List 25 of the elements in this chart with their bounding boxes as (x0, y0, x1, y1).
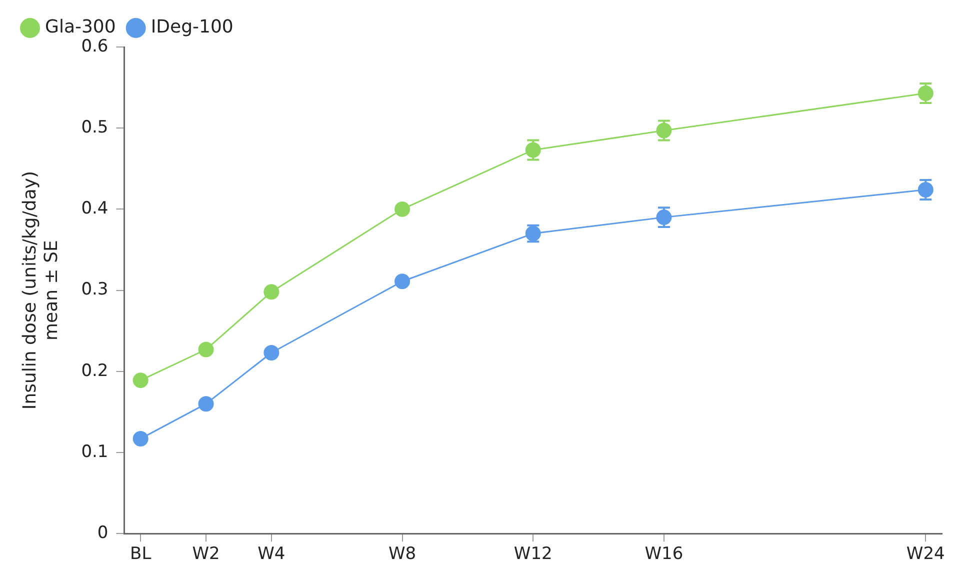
x-tick-label: W4 (258, 544, 286, 564)
legend-label: IDeg-100 (150, 16, 234, 38)
point (394, 201, 410, 217)
x-tick-label: W16 (644, 544, 684, 564)
y-tick-label: 0.4 (81, 198, 108, 219)
point (198, 396, 214, 412)
y-tick-label: 0.3 (81, 280, 108, 300)
point (264, 344, 280, 360)
point (132, 372, 148, 388)
point (264, 284, 280, 300)
point (132, 430, 148, 446)
y-tick-label: 0.1 (81, 442, 108, 462)
point (394, 274, 410, 290)
y-axis-title: Insulin dose (units/kg/day) mean ± SE (19, 170, 62, 410)
y-tick-label: 0.5 (81, 118, 108, 138)
x-tick-label: W24 (906, 544, 945, 564)
x-tick-label: W2 (192, 544, 220, 564)
point (198, 342, 214, 358)
x-tick-label: BL (130, 544, 152, 564)
y-tick-label: 0 (97, 523, 108, 544)
y-tick-label: 0.2 (81, 360, 108, 381)
legend-label: Gla-300 (45, 16, 116, 38)
x-tick-label: W8 (388, 544, 416, 564)
y-tick-label: 0.6 (81, 36, 108, 56)
x-tick-label: W12 (514, 544, 552, 564)
